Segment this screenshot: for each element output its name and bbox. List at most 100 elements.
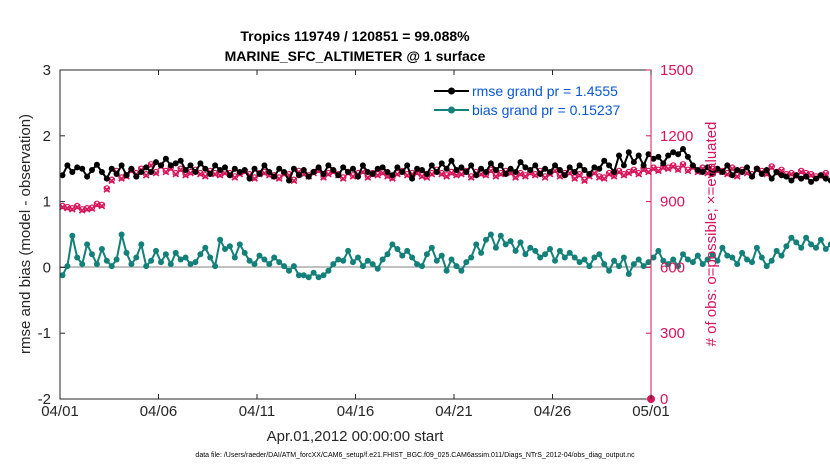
bias-point	[384, 251, 391, 258]
bias-point	[463, 259, 470, 266]
bias-point	[315, 274, 322, 281]
y-axis-label: rmse and bias (model - observation)	[17, 114, 34, 354]
possible-obs-point	[162, 167, 170, 175]
bias-point	[143, 263, 150, 270]
legend-rmse-marker	[448, 87, 455, 95]
possible-obs-point	[576, 170, 583, 178]
bias-point	[620, 254, 627, 261]
bias-point	[566, 249, 573, 256]
evaluated-obs-point	[522, 173, 529, 180]
possible-obs-point	[88, 204, 96, 211]
bias-point	[241, 249, 248, 256]
rmse-point	[350, 165, 356, 172]
rmse-point	[266, 169, 273, 175]
rmse-point	[783, 173, 790, 180]
bias-point	[443, 267, 450, 274]
bias-point	[483, 236, 489, 243]
bias-point	[350, 259, 356, 266]
bias-point	[512, 247, 519, 254]
bias-point	[212, 263, 219, 270]
bias-point	[606, 267, 613, 274]
evaluated-obs-point	[162, 168, 170, 176]
rmse-point	[158, 162, 164, 169]
bias-point	[571, 254, 578, 261]
rmse-point	[463, 169, 470, 175]
bias-point	[423, 251, 430, 258]
evaluated-obs-point	[733, 173, 741, 180]
rmse-point	[507, 165, 514, 172]
right-y-tick-label: 300	[660, 325, 685, 342]
rmse-point	[423, 171, 430, 177]
rmse-point	[335, 172, 342, 179]
rmse-point	[202, 165, 209, 172]
y-tick-label: 2	[43, 128, 51, 145]
rmse-point	[478, 165, 485, 172]
evaluated-obs-point	[418, 173, 426, 180]
bias-point	[364, 257, 371, 264]
evaluated-obs-point	[684, 167, 692, 175]
rmse-point	[231, 165, 238, 172]
bias-point	[428, 244, 435, 251]
rmse-point	[576, 162, 583, 169]
rmse-point	[473, 172, 480, 179]
bias-point	[773, 247, 780, 254]
rmse-point	[138, 169, 145, 175]
rmse-point	[89, 167, 95, 173]
rmse-point	[325, 162, 332, 169]
rmse-point	[148, 169, 155, 175]
rmse-point	[305, 173, 312, 180]
rmse-point	[192, 169, 199, 175]
bias-point	[345, 247, 352, 254]
bias-point	[827, 241, 830, 248]
bias-point	[699, 261, 706, 268]
rmse-point	[813, 175, 819, 182]
bias-point	[98, 246, 105, 252]
rmse-point	[763, 167, 770, 173]
bias-point	[640, 263, 647, 270]
rmse-point	[527, 167, 534, 173]
bias-point	[138, 241, 145, 248]
rmse-point	[286, 177, 292, 184]
bias-point	[379, 256, 386, 263]
bias-point	[502, 241, 509, 248]
bias-point	[394, 246, 401, 252]
rmse-point	[236, 169, 243, 175]
rmse-point	[256, 171, 263, 177]
rmse-point	[694, 167, 701, 173]
rmse-point	[187, 162, 194, 169]
evaluated-obs-point	[152, 169, 160, 177]
bias-point	[645, 259, 652, 266]
bias-point	[222, 246, 228, 252]
possible-obs-point	[98, 201, 106, 209]
possible-obs-point	[541, 173, 549, 180]
rmse-point	[635, 152, 642, 159]
bias-point	[625, 271, 632, 277]
legend: rmse grand pr = 1.4555 bias grand pr = 0…	[428, 82, 643, 122]
rmse-point	[108, 165, 115, 172]
rmse-point	[586, 171, 593, 177]
bias-point	[655, 247, 662, 254]
evaluated-obs-point	[142, 171, 150, 179]
rmse-point	[630, 159, 637, 166]
rmse-point	[271, 173, 278, 180]
bias-point	[822, 246, 829, 252]
rmse-point	[542, 165, 549, 172]
bias-point	[103, 257, 110, 264]
bias-point	[153, 247, 159, 254]
rmse-point	[74, 164, 81, 171]
rmse-point	[606, 162, 613, 169]
bias-point	[680, 251, 686, 258]
bias-point	[409, 254, 416, 261]
bias-point	[684, 256, 691, 263]
bias-point	[64, 263, 71, 270]
bias-point	[246, 257, 253, 264]
rmse-point	[251, 165, 258, 172]
rmse-point	[483, 169, 489, 175]
rmse-point	[611, 169, 618, 175]
y-tick-label: 3	[43, 62, 51, 79]
rmse-point	[497, 162, 504, 169]
bias-point	[325, 267, 332, 274]
evaluated-obs-point	[556, 173, 564, 180]
bias-point	[670, 256, 677, 263]
rmse-point	[162, 155, 169, 162]
